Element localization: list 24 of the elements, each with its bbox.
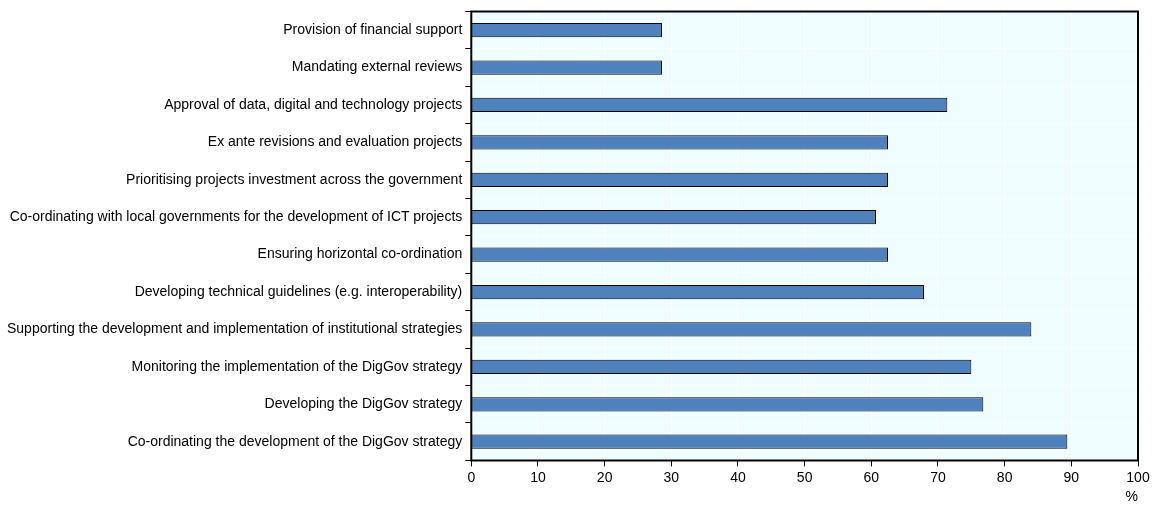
y-tick-label: Developing the DigGov strategy	[264, 395, 463, 412]
x-tick-label: 0	[467, 468, 476, 485]
y-tick-label: Supporting the development and implementation of institutional strategies	[7, 320, 463, 337]
y-tick-label: Co-ordinating with local governments for the development of ICT projects	[9, 208, 463, 225]
y-tick-label: Mandating external reviews	[291, 58, 463, 75]
x-tick-label: 90	[1063, 468, 1080, 485]
x-tick-label: 80	[996, 468, 1013, 485]
y-tick-label: Monitoring the implementation of the DigGov strategy	[131, 357, 463, 374]
y-tick-label: Provision of financial support	[283, 20, 463, 37]
x-axis-title: %	[1125, 488, 1138, 505]
y-tick-label: Prioritising projects investment across the government	[126, 170, 463, 187]
x-tick-label: 60	[863, 468, 880, 485]
y-tick-label: Ex ante revisions and evaluation projects	[207, 133, 463, 150]
x-tick-label: 10	[530, 468, 546, 485]
x-tick-label: 100	[1126, 468, 1150, 485]
x-tick-label: 50	[796, 468, 813, 485]
y-tick-label: Ensuring horizontal co-ordination	[257, 245, 463, 262]
x-tick-label: 70	[930, 468, 946, 485]
x-tick-label: 20	[596, 468, 613, 485]
y-tick-label: Developing technical guidelines (e.g. interoperability)	[134, 282, 463, 299]
x-tick-label: 30	[663, 468, 680, 485]
x-tick-label: 40	[730, 468, 746, 485]
y-tick-label: Co-ordinating the development of the DigGov strategy	[127, 432, 463, 449]
y-tick-label: Approval of data, digital and technology projects	[164, 95, 463, 112]
